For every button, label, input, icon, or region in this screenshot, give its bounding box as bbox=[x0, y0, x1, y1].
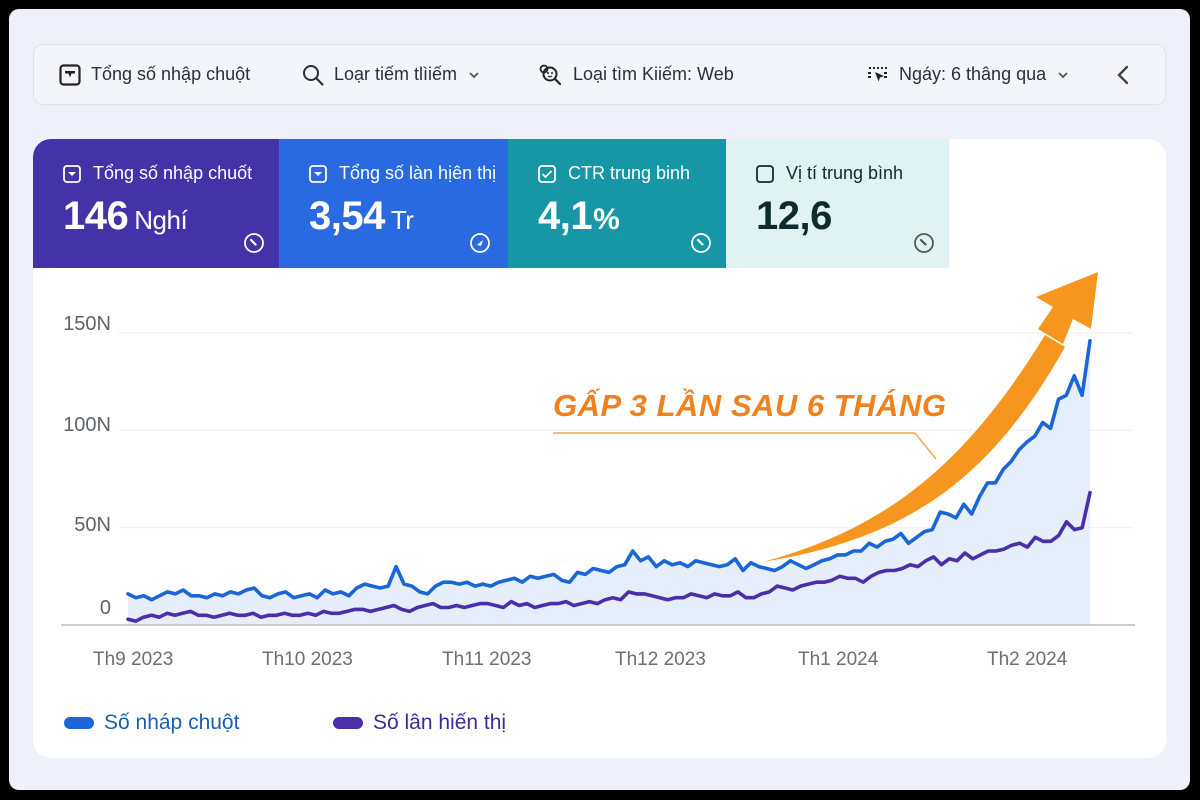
toolbar-search-type-label: Loại tìm Kiiếm: Web bbox=[573, 64, 734, 84]
stat-value: 146 bbox=[63, 194, 129, 238]
checkbox-checked-icon[interactable] bbox=[63, 164, 81, 183]
checkbox-checked-icon[interactable] bbox=[309, 164, 327, 183]
performance-card: Tổng số nhập chuốt 146 Nghí Tổng số làn h… bbox=[33, 139, 1166, 758]
chevron-down-icon bbox=[1058, 71, 1068, 78]
help-icon[interactable] bbox=[913, 232, 935, 254]
total-clicks-icon bbox=[59, 63, 81, 86]
stat-value: 3,54 bbox=[309, 194, 385, 238]
x-tick-label: Th1 2024 bbox=[798, 649, 879, 670]
annotation-leader-line bbox=[553, 432, 937, 460]
stat-label: Tổng số làn hịên thị bbox=[339, 163, 497, 183]
filter-toolbar: Tổng số nhập chuột Loạr tiếm tlìiếm Loại… bbox=[33, 44, 1166, 105]
x-tick-label: Th10 2023 bbox=[262, 649, 353, 670]
stat-label: Tổng số nhập chuốt bbox=[93, 163, 253, 183]
x-tick-label: Th12 2023 bbox=[615, 649, 706, 670]
x-tick-label: Th2 2024 bbox=[987, 649, 1068, 670]
y-tick-label: 50N bbox=[74, 514, 111, 536]
clicks-series-line[interactable] bbox=[126, 339, 1092, 602]
x-tick-label: Th9 2023 bbox=[93, 649, 174, 670]
toolbar-date-dropdown[interactable]: Ngáy: 6 thâng qua bbox=[867, 45, 1068, 104]
y-tick-label: 0 bbox=[99, 597, 111, 619]
toolbar-search-dropdown[interactable]: Loạr tiếm tlìiếm bbox=[302, 45, 479, 104]
stat-avg-position[interactable]: Vị tí trung bình 12,6 bbox=[726, 139, 949, 268]
growth-annotation: GẤP 3 LẦN SAU 6 THÁNG bbox=[553, 388, 947, 423]
performance-line-chart[interactable] bbox=[33, 139, 1166, 699]
legend-label: Số lân hiến thị bbox=[373, 711, 507, 734]
impressions-series-line[interactable] bbox=[126, 490, 1092, 623]
stat-avg-ctr[interactable]: CTR trung binh 4,1% bbox=[505, 139, 726, 268]
help-icon[interactable] bbox=[690, 232, 712, 254]
stat-unit: % bbox=[593, 203, 620, 236]
x-tick-label: Th11 2023 bbox=[442, 649, 532, 670]
stat-total-clicks[interactable]: Tổng số nhập chuốt 146 Nghí bbox=[33, 139, 279, 268]
checkbox-checked-icon[interactable] bbox=[538, 164, 556, 183]
toolbar-search-label: Loạr tiếm tlìiếm bbox=[334, 64, 458, 84]
stat-unit: Nghí bbox=[134, 205, 188, 235]
toolbar-total-clicks[interactable]: Tổng số nhập chuột bbox=[59, 45, 250, 104]
chevron-down-icon bbox=[469, 71, 479, 78]
legend-item-clicks[interactable]: Số nháp chuột bbox=[64, 711, 239, 735]
growth-arrow-body bbox=[763, 335, 1065, 562]
stat-label: CTR trung binh bbox=[568, 163, 691, 183]
stat-tiles: Tổng số nhập chuốt 146 Nghí Tổng số làn h… bbox=[33, 139, 949, 268]
collapse-button[interactable] bbox=[1116, 45, 1130, 104]
legend-swatch bbox=[64, 717, 94, 729]
toolbar-search-type[interactable]: Loại tìm Kiiếm: Web bbox=[539, 45, 734, 104]
y-tick-label: 100N bbox=[63, 414, 111, 436]
date-filter-icon bbox=[868, 66, 887, 81]
stat-value: 4,1 bbox=[538, 194, 593, 238]
chevron-left-icon bbox=[1117, 65, 1129, 84]
toolbar-date-label: Ngáy: 6 thâng qua bbox=[899, 64, 1047, 84]
legend-item-impressions[interactable]: Số lân hiến thị bbox=[333, 711, 506, 735]
stat-total-impressions[interactable]: Tổng số làn hịên thị 3,54 Tr bbox=[279, 139, 505, 268]
y-tick-label: 150N bbox=[63, 313, 111, 335]
stat-value: 12,6 bbox=[756, 194, 832, 238]
help-icon[interactable] bbox=[243, 232, 265, 254]
help-icon[interactable] bbox=[469, 232, 491, 254]
search-type-icon bbox=[539, 64, 562, 85]
legend-swatch bbox=[333, 717, 363, 729]
checkbox-unchecked-icon[interactable] bbox=[756, 164, 774, 183]
toolbar-total-clicks-label: Tổng số nhập chuột bbox=[91, 64, 251, 84]
growth-arrow-head bbox=[1036, 272, 1098, 344]
stat-unit: Tr bbox=[390, 205, 414, 235]
search-icon bbox=[303, 64, 324, 86]
stat-label: Vị tí trung bình bbox=[786, 163, 904, 183]
legend-label: Số nháp chuột bbox=[104, 711, 240, 734]
